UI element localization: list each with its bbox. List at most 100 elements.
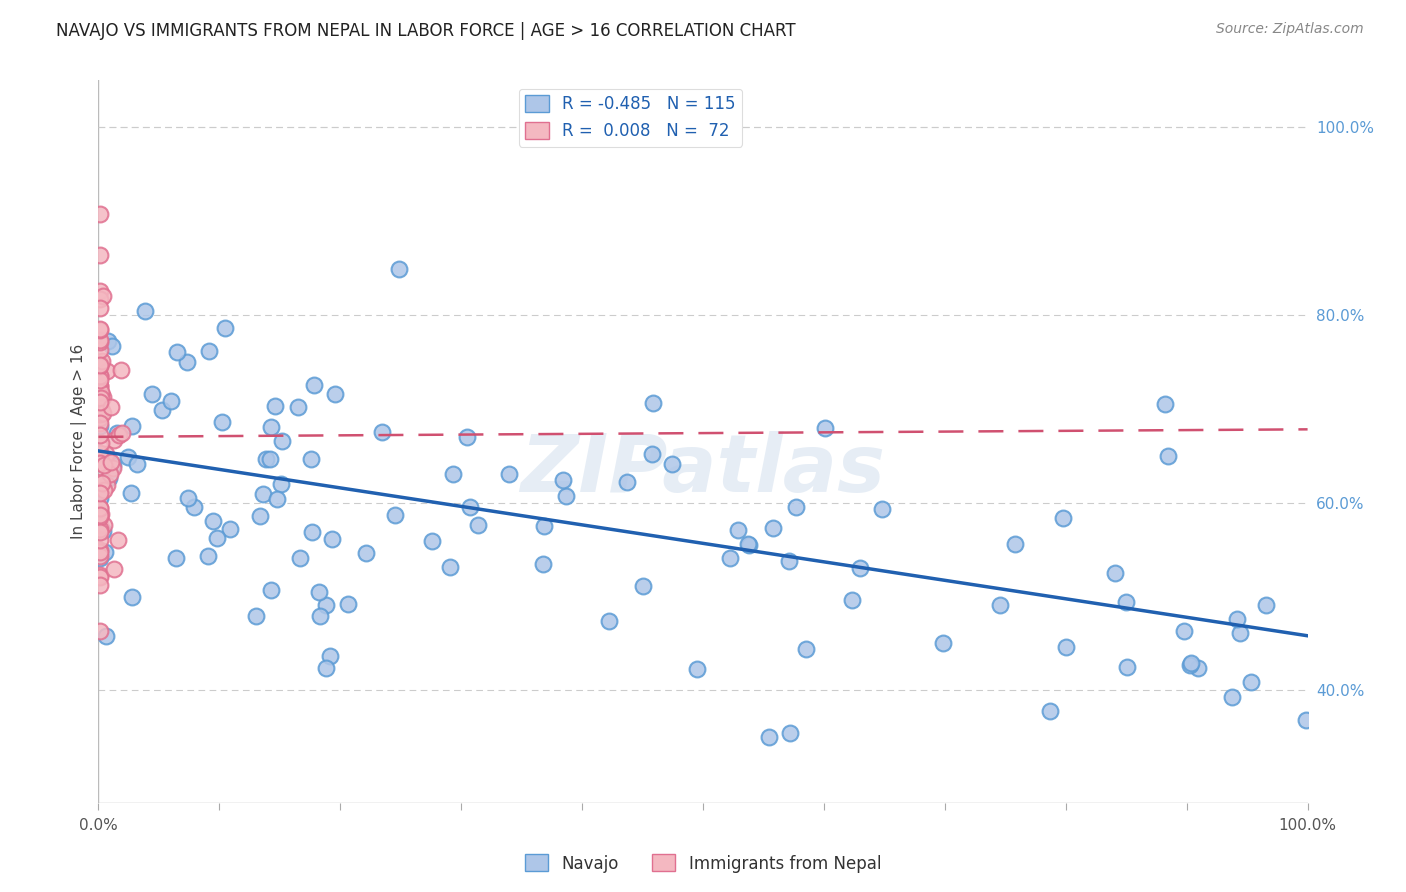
Point	[299, 451, 322, 466]
Point	[89, 446, 111, 460]
Point	[214, 321, 236, 335]
Point	[89, 407, 111, 421]
Point	[121, 590, 143, 604]
Point	[1295, 714, 1317, 728]
Point	[166, 344, 188, 359]
Point	[89, 525, 111, 540]
Point	[150, 402, 173, 417]
Point	[89, 334, 111, 348]
Point	[98, 467, 121, 482]
Point	[758, 730, 780, 744]
Point	[1180, 656, 1202, 670]
Point	[260, 583, 283, 598]
Point	[259, 451, 281, 466]
Point	[1229, 626, 1251, 640]
Point	[89, 419, 111, 434]
Point	[1039, 704, 1062, 718]
Point	[270, 477, 292, 491]
Point	[1178, 657, 1201, 672]
Point	[308, 585, 330, 599]
Point	[176, 355, 198, 369]
Point	[134, 304, 156, 318]
Point	[89, 369, 111, 384]
Point	[319, 648, 342, 663]
Point	[931, 635, 953, 649]
Point	[89, 356, 111, 370]
Point	[1157, 450, 1180, 464]
Point	[1240, 675, 1263, 690]
Point	[91, 390, 114, 404]
Point	[89, 416, 111, 430]
Point	[616, 475, 638, 489]
Point	[117, 450, 139, 464]
Point	[841, 593, 863, 607]
Point	[271, 434, 294, 449]
Point	[89, 569, 111, 583]
Point	[89, 427, 111, 442]
Point	[260, 420, 283, 434]
Point	[91, 524, 114, 538]
Point	[90, 447, 112, 461]
Point	[93, 544, 115, 558]
Point	[165, 551, 187, 566]
Text: ZIPatlas: ZIPatlas	[520, 432, 886, 509]
Point	[315, 598, 337, 612]
Point	[93, 517, 115, 532]
Point	[89, 549, 111, 563]
Point	[661, 457, 683, 471]
Point	[872, 502, 894, 516]
Point	[778, 554, 800, 568]
Point	[1187, 661, 1209, 675]
Point	[266, 491, 288, 506]
Point	[90, 475, 112, 490]
Point	[101, 458, 124, 472]
Point	[439, 560, 461, 574]
Point	[533, 518, 555, 533]
Point	[89, 509, 111, 524]
Point	[598, 615, 620, 629]
Point	[371, 425, 394, 440]
Point	[211, 415, 233, 429]
Point	[89, 543, 111, 558]
Y-axis label: In Labor Force | Age > 16: In Labor Force | Age > 16	[72, 344, 87, 539]
Point	[91, 406, 114, 420]
Point	[89, 248, 111, 262]
Point	[720, 551, 742, 566]
Point	[89, 301, 111, 315]
Legend: Navajo, Immigrants from Nepal: Navajo, Immigrants from Nepal	[517, 847, 889, 880]
Point	[1054, 640, 1077, 655]
Point	[1254, 598, 1277, 612]
Point	[89, 405, 111, 419]
Point	[101, 460, 124, 475]
Point	[1004, 536, 1026, 550]
Point	[100, 338, 122, 352]
Point	[91, 289, 114, 303]
Point	[89, 567, 111, 582]
Point	[287, 400, 309, 414]
Point	[738, 538, 761, 552]
Point	[205, 531, 228, 545]
Point	[388, 261, 411, 276]
Point	[422, 533, 444, 548]
Point	[1154, 396, 1177, 410]
Point	[89, 358, 111, 372]
Point	[1116, 660, 1139, 674]
Point	[1052, 511, 1074, 525]
Point	[89, 334, 111, 349]
Point	[323, 386, 346, 401]
Point	[105, 426, 128, 441]
Point	[90, 386, 112, 401]
Point	[107, 533, 129, 547]
Point	[89, 207, 111, 221]
Point	[89, 450, 111, 465]
Point	[737, 537, 759, 551]
Point	[90, 384, 112, 399]
Point	[1115, 595, 1137, 609]
Point	[685, 662, 707, 676]
Point	[90, 353, 112, 368]
Point	[89, 624, 111, 638]
Point	[761, 521, 783, 535]
Point	[100, 454, 122, 468]
Point	[555, 489, 578, 503]
Text: NAVAJO VS IMMIGRANTS FROM NEPAL IN LABOR FORCE | AGE > 16 CORRELATION CHART: NAVAJO VS IMMIGRANTS FROM NEPAL IN LABOR…	[56, 22, 796, 40]
